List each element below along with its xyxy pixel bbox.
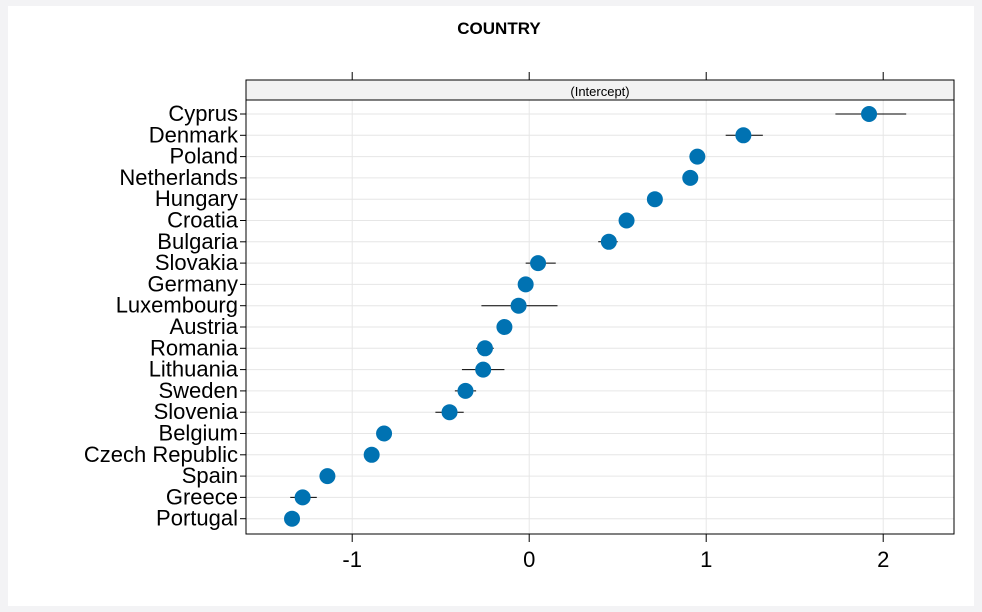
y-category-label: Netherlands [119,165,238,190]
y-category-label: Czech Republic [84,442,238,467]
y-category-label: Slovakia [155,250,239,275]
y-category-label: Luxembourg [116,293,238,318]
data-point [441,404,458,421]
x-tick-label: 1 [700,547,712,572]
y-category-label: Portugal [156,506,238,531]
y-category-label: Hungary [155,186,238,211]
data-point [376,425,393,442]
data-point [646,191,663,208]
chart-title: COUNTRY [457,19,541,38]
chart-frame: COUNTRY (Intercept) -1 0 1 2 Cyprus Denmark Po… [8,6,974,606]
y-category-label: Greece [166,484,238,509]
y-category-label: Poland [169,144,238,169]
y-category-label: Lithuania [149,357,239,382]
data-point [689,148,706,165]
y-category-label: Germany [148,271,238,296]
x-tick-label: 0 [523,547,535,572]
data-point [284,510,301,527]
y-category-label: Slovenia [154,399,239,424]
data-point [861,106,878,122]
x-tick-label: -1 [342,547,362,572]
y-category-label: Bulgaria [157,229,238,254]
data-point [510,297,527,314]
dot-plot: COUNTRY (Intercept) -1 0 1 2CyprusDenmarkPo… [84,19,955,572]
y-category-label: Sweden [158,378,238,403]
data-point [475,361,492,378]
data-point [294,489,311,506]
data-point [600,233,617,250]
y-category-label: Romania [150,335,239,360]
data-point [457,382,474,399]
y-category-label: Austria [170,314,239,339]
data-point [618,212,635,229]
data-point [735,127,752,144]
data-point [476,340,493,357]
y-category-label: Croatia [167,208,239,233]
data-point [319,468,336,485]
y-category-label: Denmark [149,122,239,147]
x-tick-label: 2 [877,547,889,572]
data-point [496,319,513,335]
y-category-label: Cyprus [168,101,238,126]
data-point [682,169,699,186]
panel-border [245,99,955,535]
data-point [530,255,547,272]
y-category-label: Belgium [159,421,238,446]
y-category-label: Spain [182,463,238,488]
strip-label: (Intercept) [570,84,629,99]
data-point [517,276,534,293]
data-point [363,446,380,463]
